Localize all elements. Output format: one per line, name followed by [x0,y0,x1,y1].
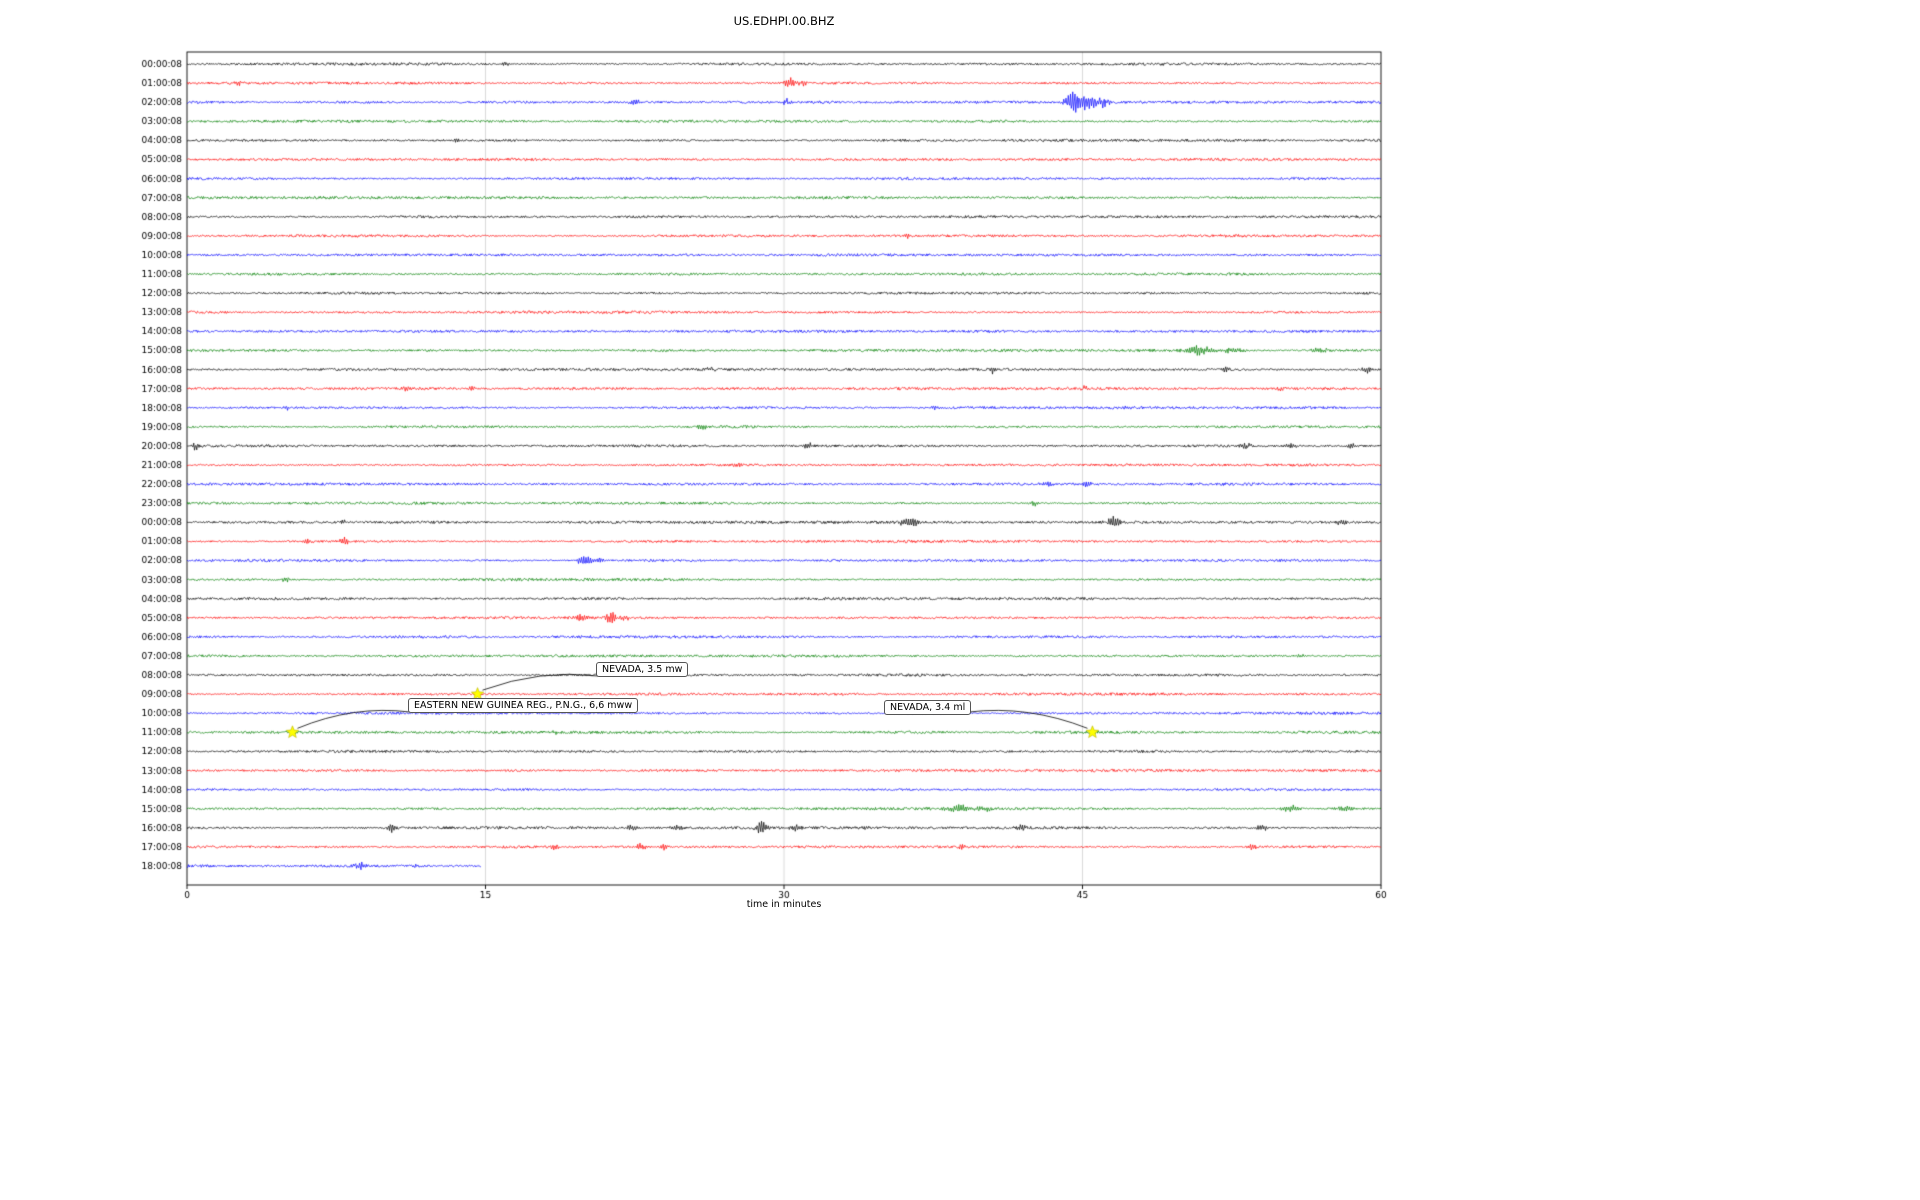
figure-title: US.EDHPI.00.BHZ [733,14,835,28]
x-axis-label: time in minutes [746,899,822,910]
annotation-nevada-3-4-ml: NEVADA, 3.4 ml [884,700,972,715]
annotation-eastern-new-guinea: EASTERN NEW GUINEA REG., P.N.G., 6,6 mww [408,698,639,713]
annotation-nevada-3-5-mw: NEVADA, 3.5 mw [596,662,689,677]
